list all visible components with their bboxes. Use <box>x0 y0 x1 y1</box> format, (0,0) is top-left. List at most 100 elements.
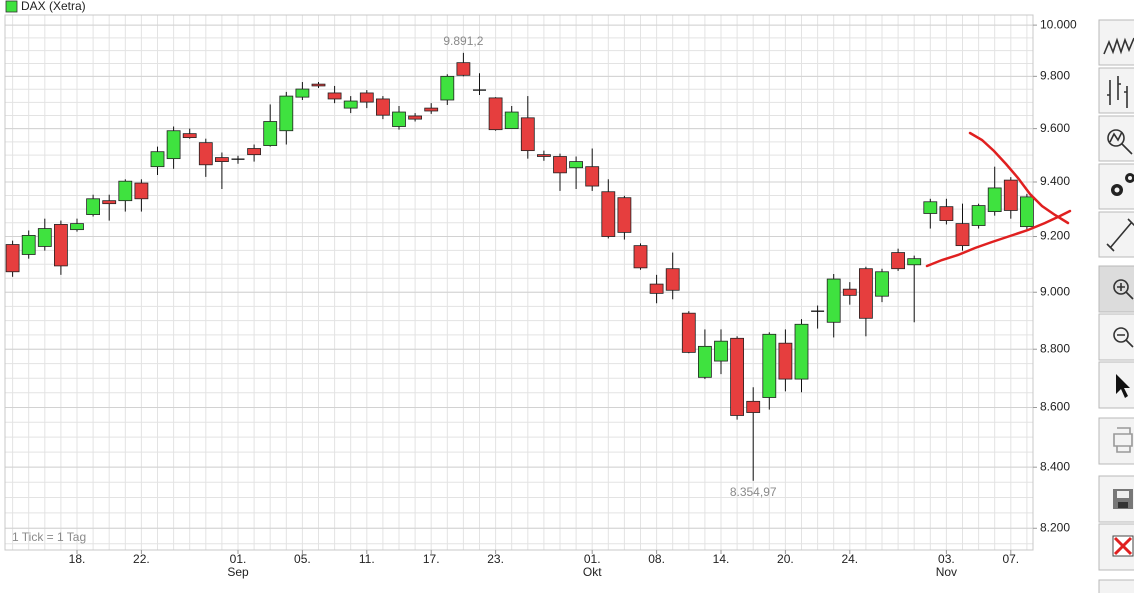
y-tick-label: 9.600 <box>1040 121 1070 135</box>
x-tick-label: 01. <box>584 552 601 566</box>
grid <box>5 15 1033 550</box>
draw-line-button[interactable] <box>1098 211 1134 258</box>
candle-body <box>714 340 728 362</box>
candle-body <box>504 111 519 130</box>
candle-body <box>327 92 342 100</box>
candle-body <box>1020 196 1034 228</box>
extra-button[interactable] <box>1098 579 1134 593</box>
y-tick-label: 9.400 <box>1040 174 1070 188</box>
candle-body <box>923 201 938 214</box>
save-button[interactable] <box>1098 475 1134 523</box>
candle-body <box>311 83 326 87</box>
x-tick-label: 05. <box>294 552 311 566</box>
line-chart-button[interactable] <box>1098 19 1134 66</box>
indicator-button[interactable] <box>1098 115 1134 162</box>
candle-body <box>408 115 423 120</box>
candle-body <box>891 252 905 270</box>
candle-body <box>247 148 262 156</box>
candle-body <box>214 157 229 162</box>
candle-body <box>1003 179 1018 211</box>
y-tick-label: 8.600 <box>1040 400 1070 414</box>
candles <box>5 52 1034 481</box>
candle-body <box>456 62 471 76</box>
candle-body <box>263 121 278 146</box>
legend-swatch <box>5 0 18 13</box>
pointer-button[interactable] <box>1098 361 1134 409</box>
candle-body <box>86 198 100 215</box>
candle-body <box>730 337 744 416</box>
candle-body <box>520 117 535 152</box>
candle-body <box>375 98 390 116</box>
candle-body <box>907 258 922 266</box>
candle-body <box>424 107 439 112</box>
delete-button[interactable] <box>1098 523 1134 571</box>
candle-body <box>665 268 680 291</box>
y-tick-label: 8.800 <box>1040 341 1070 355</box>
candle-body <box>488 97 503 131</box>
y-tick-label: 9.000 <box>1040 284 1070 298</box>
candle-body <box>198 142 213 166</box>
candle-body <box>295 88 310 98</box>
candle-body <box>762 333 777 398</box>
candle-body <box>875 271 889 297</box>
toolbar <box>1098 19 1134 593</box>
candle-body <box>826 278 841 323</box>
zoom-in-button[interactable] <box>1098 265 1134 313</box>
x-month-label: Nov <box>936 565 957 579</box>
x-tick-label: 03. <box>938 552 955 566</box>
x-tick-label: 20. <box>777 552 794 566</box>
candle-body <box>359 92 374 103</box>
x-tick-label: 17. <box>423 552 440 566</box>
x-tick-label: 01. <box>230 552 247 566</box>
candle-body <box>955 223 970 247</box>
x-tick-label: 07. <box>1002 552 1019 566</box>
candle-body <box>37 228 52 247</box>
candle-body <box>102 200 117 205</box>
settings-button[interactable] <box>1098 163 1134 210</box>
candle-body <box>118 180 133 202</box>
y-tick-label: 9.200 <box>1040 229 1070 243</box>
candle-body <box>392 111 406 127</box>
candle-body <box>166 130 181 160</box>
x-tick-label: 11. <box>359 552 375 566</box>
high-value-label: 9.891,2 <box>443 34 483 48</box>
x-month-label: Okt <box>583 565 602 579</box>
print-button[interactable] <box>1098 417 1134 465</box>
x-tick-label: 22. <box>133 552 150 566</box>
plot-frame <box>4 14 1034 551</box>
x-tick-label: 24. <box>841 552 858 566</box>
zoom-out-button[interactable] <box>1098 313 1134 361</box>
candle-body <box>21 235 36 255</box>
candle-body <box>134 182 149 200</box>
candle-body <box>440 75 455 101</box>
candle-body <box>617 197 632 233</box>
labels: 10.000 9.800 9.600 9.400 9.200 9.000 8.800 8.60… <box>69 17 1077 579</box>
candle-body <box>746 400 761 413</box>
low-value-label: 8.354,97 <box>730 485 777 499</box>
x-tick-label: 08. <box>648 552 665 566</box>
candle-body <box>70 223 84 231</box>
candle-body <box>569 161 583 169</box>
candle-body <box>633 245 648 269</box>
y-tick-label: 8.400 <box>1040 459 1070 473</box>
candle-body <box>778 342 793 380</box>
candle-body <box>585 166 600 187</box>
x-tick-label: 23. <box>487 552 504 566</box>
candle-body <box>971 205 986 226</box>
trendline-upper <box>968 131 1070 225</box>
note: 1 Tick = 1 Tag <box>12 530 86 544</box>
candle-body <box>343 100 358 109</box>
y-tick-label: 10.000 <box>1040 17 1077 31</box>
candle-body <box>553 156 567 174</box>
candle-body <box>5 244 20 273</box>
candle-body <box>537 154 551 157</box>
candle-body <box>794 323 809 380</box>
candle-body <box>859 268 873 319</box>
candle-body <box>150 151 165 168</box>
candle-body <box>681 312 696 353</box>
candle-body <box>182 133 197 139</box>
y-tick-label: 8.200 <box>1040 520 1070 534</box>
ohlc-chart-button[interactable] <box>1098 67 1134 114</box>
